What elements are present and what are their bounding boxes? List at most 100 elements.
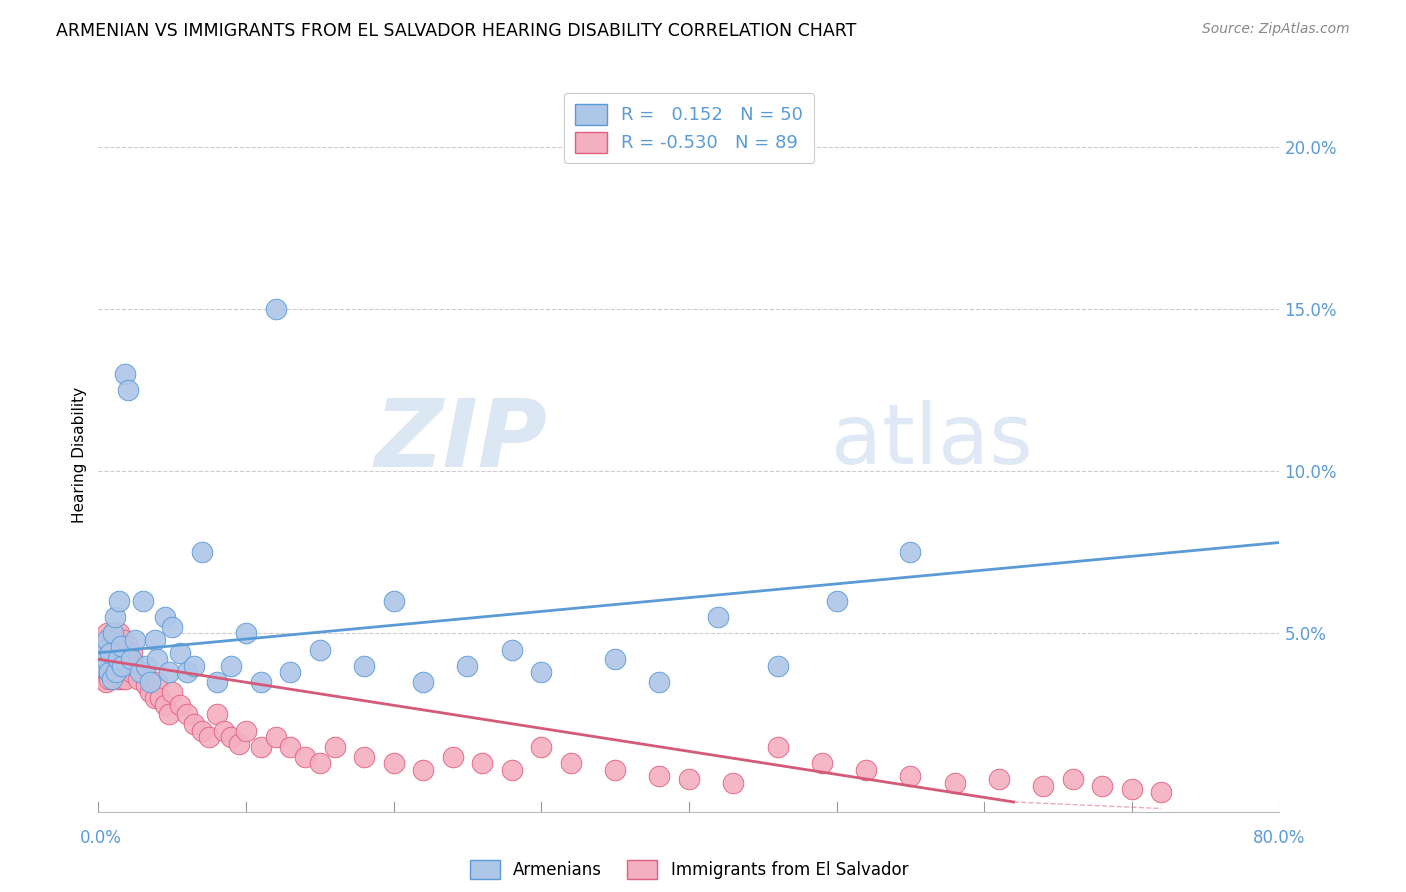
Point: [117, 640, 139, 654]
Point: [124, 658, 146, 673]
Point: [111, 665, 134, 680]
Point: [105, 658, 128, 673]
Point: [766, 739, 789, 754]
Point: [110, 640, 132, 654]
Point: [89, 652, 111, 666]
Point: [530, 665, 553, 680]
Point: [107, 646, 129, 660]
Legend: Armenians, Immigrants from El Salvador: Armenians, Immigrants from El Salvador: [463, 853, 915, 886]
Point: [1121, 782, 1143, 797]
Point: [104, 665, 127, 680]
Point: [162, 620, 183, 634]
Point: [176, 665, 198, 680]
Point: [183, 717, 205, 731]
Point: [100, 672, 122, 686]
Point: [250, 675, 273, 690]
Point: [309, 756, 332, 770]
Point: [235, 723, 257, 738]
Point: [104, 652, 127, 666]
Point: [121, 646, 143, 660]
Point: [111, 658, 134, 673]
Point: [205, 707, 228, 722]
Point: [157, 665, 180, 680]
Point: [132, 594, 155, 608]
Point: [111, 652, 134, 666]
Point: [104, 610, 127, 624]
Point: [191, 545, 214, 559]
Point: [530, 739, 553, 754]
Point: [900, 769, 922, 783]
Point: [93, 642, 115, 657]
Point: [143, 691, 166, 706]
Text: Source: ZipAtlas.com: Source: ZipAtlas.com: [1202, 22, 1350, 37]
Point: [723, 775, 745, 789]
Point: [107, 652, 129, 666]
Point: [115, 658, 138, 673]
Point: [94, 640, 117, 654]
Point: [810, 756, 832, 770]
Point: [105, 665, 128, 680]
Point: [108, 626, 131, 640]
Point: [108, 665, 131, 680]
Point: [648, 675, 671, 690]
Point: [132, 665, 155, 680]
Point: [114, 672, 136, 686]
Point: [855, 763, 877, 777]
Text: ZIP: ZIP: [374, 394, 547, 487]
Point: [212, 723, 235, 738]
Point: [103, 640, 125, 654]
Point: [605, 763, 627, 777]
Point: [1062, 772, 1084, 787]
Point: [278, 739, 302, 754]
Point: [382, 594, 405, 608]
Point: [412, 675, 434, 690]
Text: 0.0%: 0.0%: [80, 829, 122, 847]
Point: [353, 749, 375, 764]
Point: [98, 652, 121, 666]
Point: [198, 730, 221, 744]
Point: [250, 739, 273, 754]
Point: [191, 723, 214, 738]
Point: [146, 675, 169, 690]
Point: [294, 749, 316, 764]
Point: [309, 642, 332, 657]
Point: [219, 658, 242, 673]
Point: [114, 367, 136, 381]
Point: [139, 675, 162, 690]
Point: [264, 301, 287, 316]
Point: [98, 646, 121, 660]
Point: [110, 640, 132, 654]
Point: [96, 665, 118, 680]
Point: [128, 665, 150, 680]
Point: [501, 763, 523, 777]
Point: [91, 672, 114, 686]
Point: [149, 691, 172, 706]
Point: [219, 730, 242, 744]
Point: [153, 610, 176, 624]
Point: [103, 626, 125, 640]
Point: [110, 672, 132, 686]
Point: [100, 658, 122, 673]
Point: [456, 658, 478, 673]
Point: [707, 610, 730, 624]
Point: [107, 672, 129, 686]
Point: [143, 632, 166, 647]
Point: [120, 652, 142, 666]
Point: [560, 756, 582, 770]
Point: [127, 672, 149, 686]
Point: [382, 756, 405, 770]
Point: [169, 646, 191, 660]
Point: [228, 737, 250, 751]
Point: [943, 775, 966, 789]
Point: [112, 632, 135, 647]
Point: [103, 626, 125, 640]
Point: [162, 684, 183, 698]
Point: [103, 672, 125, 686]
Point: [501, 642, 523, 657]
Point: [205, 675, 228, 690]
Text: ARMENIAN VS IMMIGRANTS FROM EL SALVADOR HEARING DISABILITY CORRELATION CHART: ARMENIAN VS IMMIGRANTS FROM EL SALVADOR …: [56, 22, 856, 40]
Point: [105, 632, 128, 647]
Point: [139, 684, 162, 698]
Point: [278, 665, 302, 680]
Point: [97, 646, 120, 660]
